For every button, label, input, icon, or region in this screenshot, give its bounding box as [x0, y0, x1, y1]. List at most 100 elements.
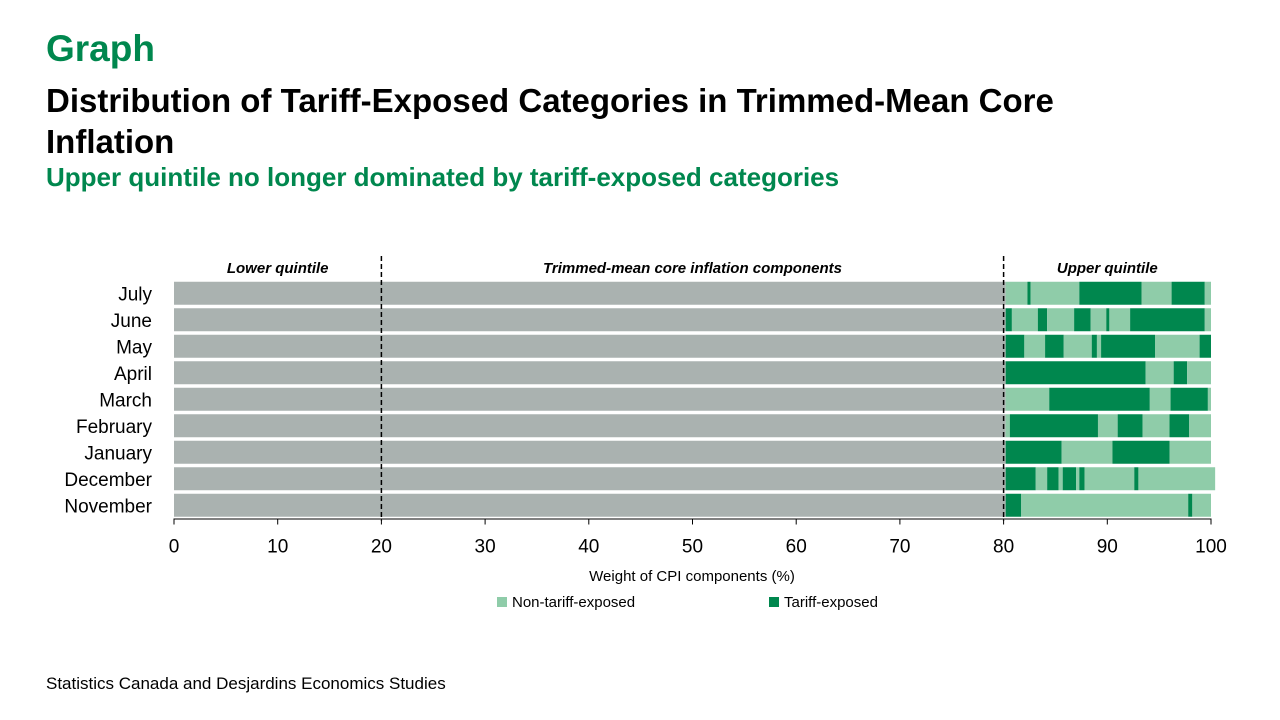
- legend-swatch-0: [497, 597, 507, 607]
- bar-segment-february-6: [1169, 414, 1190, 438]
- bar-segment-december-6: [1076, 467, 1080, 491]
- x-tick-label: 30: [475, 537, 496, 558]
- bar-segment-february-5: [1142, 414, 1170, 438]
- bar-segment-january-4: [1169, 440, 1211, 464]
- bar-segment-december-7: [1079, 467, 1085, 491]
- bar-segment-may-6: [1096, 334, 1102, 358]
- x-tick-label: 100: [1195, 537, 1227, 558]
- bar-segment-march-5: [1207, 387, 1211, 411]
- bar-segment-june-2: [1011, 308, 1038, 332]
- quintile-dividers: [380, 256, 1005, 521]
- bar-segment-march-1: [1005, 387, 1050, 411]
- bar-segment-may-8: [1155, 334, 1200, 358]
- bar-segment-february-0: [174, 414, 1006, 438]
- y-tick-label: May: [116, 337, 152, 358]
- bar-segment-june-8: [1109, 308, 1131, 332]
- bar-segment-july-6: [1171, 281, 1205, 305]
- stacked-bar-chart: Lower quintile Trimmed-mean core inflatio…: [64, 256, 1227, 611]
- bar-segment-june-1: [1005, 308, 1012, 332]
- zone-label-1: Trimmed-mean core inflation components: [543, 260, 842, 277]
- bar-segment-march-0: [174, 387, 1006, 411]
- bar-segment-june-3: [1037, 308, 1048, 332]
- bar-segment-february-7: [1189, 414, 1211, 438]
- bar-segment-july-3: [1030, 281, 1080, 305]
- bar-segment-may-9: [1199, 334, 1211, 358]
- y-tick-label: February: [76, 417, 153, 438]
- x-tick-label: 70: [889, 537, 910, 558]
- x-axis: 0 10 20 30 40 50 60 70 80 90 100: [169, 518, 1227, 558]
- x-tick-label: 0: [169, 537, 180, 558]
- legend-swatch-1: [769, 597, 779, 607]
- bar-segment-december-10: [1138, 467, 1216, 491]
- zone-label-0: Lower quintile: [227, 260, 329, 277]
- x-tick-label: 20: [371, 537, 392, 558]
- bar-segment-december-5: [1062, 467, 1077, 491]
- x-tick-label: 80: [993, 537, 1014, 558]
- bar-segment-january-3: [1112, 440, 1170, 464]
- bar-segment-may-3: [1045, 334, 1064, 358]
- bar-segment-november-0: [174, 493, 1006, 517]
- bar-segment-march-4: [1170, 387, 1208, 411]
- bar-segment-may-0: [174, 334, 1006, 358]
- bar-segment-january-2: [1061, 440, 1113, 464]
- bar-segment-november-2: [1021, 493, 1189, 517]
- bar-segment-june-7: [1106, 308, 1110, 332]
- bar-segment-may-7: [1101, 334, 1156, 358]
- bar-segment-june-10: [1204, 308, 1211, 332]
- y-tick-label: December: [64, 470, 152, 491]
- bar-group: [174, 281, 1216, 517]
- bar-segment-june-6: [1090, 308, 1107, 332]
- bar-segment-july-7: [1204, 281, 1211, 305]
- bar-segment-april-3: [1173, 361, 1188, 385]
- legend-label-1: Tariff-exposed: [784, 594, 878, 611]
- chart-subtitle: Upper quintile no longer dominated by ta…: [46, 162, 840, 192]
- x-tick-label: 90: [1097, 537, 1118, 558]
- bar-segment-february-4: [1117, 414, 1143, 438]
- bar-segment-december-8: [1084, 467, 1135, 491]
- bar-segment-april-0: [174, 361, 1006, 385]
- bar-segment-december-4: [1058, 467, 1063, 491]
- y-tick-label: March: [99, 390, 152, 411]
- bar-segment-april-4: [1187, 361, 1211, 385]
- bar-segment-december-0: [174, 467, 1006, 491]
- bar-segment-february-3: [1097, 414, 1118, 438]
- bar-segment-july-1: [1005, 281, 1028, 305]
- legend-label-0: Non-tariff-exposed: [512, 594, 635, 611]
- bar-segment-may-2: [1024, 334, 1046, 358]
- bar-segment-april-1: [1005, 361, 1146, 385]
- y-tick-label: April: [114, 364, 152, 385]
- graph-kicker: Graph: [46, 28, 155, 69]
- legend: Non-tariff-exposed Tariff-exposed: [497, 594, 878, 611]
- bar-segment-july-0: [174, 281, 1006, 305]
- x-axis-title: Weight of CPI components (%): [589, 568, 795, 585]
- bar-segment-may-4: [1063, 334, 1092, 358]
- chart-title: Distribution of Tariff-Exposed Categorie…: [46, 82, 1054, 160]
- y-tick-label: July: [118, 284, 152, 305]
- bar-segment-november-3: [1188, 493, 1193, 517]
- x-tick-label: 40: [578, 537, 599, 558]
- bar-segment-february-2: [1009, 414, 1098, 438]
- source-note: Statistics Canada and Desjardins Economi…: [46, 674, 446, 693]
- bar-segment-december-1: [1005, 467, 1036, 491]
- bar-segment-april-2: [1145, 361, 1174, 385]
- bar-segment-july-4: [1079, 281, 1142, 305]
- bar-segment-june-5: [1074, 308, 1091, 332]
- y-tick-label: November: [64, 496, 152, 517]
- x-tick-label: 10: [267, 537, 288, 558]
- x-tick-label: 50: [682, 537, 703, 558]
- bar-segment-july-2: [1027, 281, 1031, 305]
- bar-segment-november-1: [1005, 493, 1022, 517]
- bar-segment-january-1: [1005, 440, 1062, 464]
- bar-segment-may-1: [1005, 334, 1025, 358]
- bar-segment-march-3: [1149, 387, 1171, 411]
- bar-segment-june-4: [1047, 308, 1075, 332]
- bar-segment-january-0: [174, 440, 1006, 464]
- bar-segment-march-2: [1049, 387, 1150, 411]
- bar-segment-december-3: [1047, 467, 1059, 491]
- zone-labels: Lower quintile Trimmed-mean core inflatio…: [227, 260, 1158, 277]
- bar-segment-july-5: [1141, 281, 1172, 305]
- zone-label-2: Upper quintile: [1057, 260, 1158, 277]
- bar-segment-february-1: [1005, 414, 1010, 438]
- bar-segment-december-2: [1035, 467, 1048, 491]
- y-axis: July June May April March February January Dece…: [64, 284, 152, 517]
